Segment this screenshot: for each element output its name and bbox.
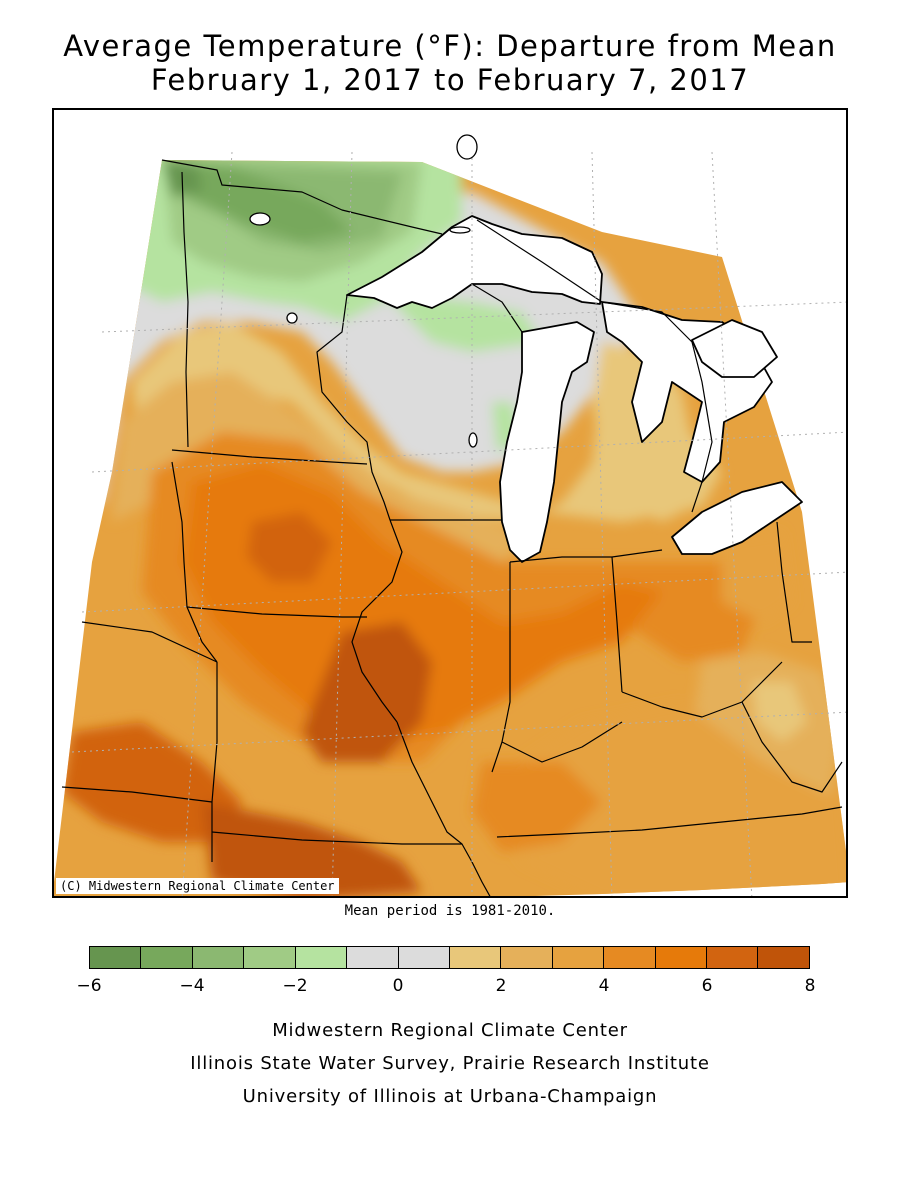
border-ne-ia bbox=[171, 461, 218, 663]
border-il-in bbox=[491, 562, 511, 773]
great-lakes bbox=[346, 215, 803, 563]
map-panel: (C) Midwestern Regional Climate Center bbox=[52, 108, 848, 898]
border-mo-ar bbox=[211, 831, 462, 845]
isle-royale bbox=[449, 226, 471, 234]
legend-color-bar bbox=[89, 946, 810, 969]
border-ia-il-river bbox=[351, 519, 403, 723]
border-mn-wi bbox=[316, 294, 391, 521]
legend-swatch bbox=[604, 947, 656, 968]
border-in-ky bbox=[501, 721, 623, 763]
map-title-line-1: Average Temperature (°F): Departure from… bbox=[63, 29, 837, 63]
legend-tick-label: 8 bbox=[804, 976, 816, 996]
graticule bbox=[71, 151, 846, 896]
legend-tick-label: 2 bbox=[495, 976, 507, 996]
legend-swatch bbox=[192, 947, 245, 968]
map-title-line-2: February 1, 2017 to February 7, 2017 bbox=[150, 63, 750, 97]
legend-swatch bbox=[347, 947, 399, 968]
credit-line-2: Illinois State Water Survey, Prairie Res… bbox=[190, 1053, 710, 1074]
legend-swatch bbox=[398, 947, 450, 968]
border-wi-mi bbox=[471, 283, 523, 333]
border-in-oh bbox=[611, 556, 623, 693]
lake-winnebago bbox=[468, 432, 478, 448]
border-mi-in-oh bbox=[509, 549, 663, 563]
mean-period-note: Mean period is 1981-2010. bbox=[344, 903, 556, 919]
legend-swatch bbox=[141, 947, 193, 968]
border-ne-ks bbox=[81, 621, 218, 663]
lake-of-the-woods bbox=[249, 212, 271, 226]
copyright-label: (C) Midwestern Regional Climate Center bbox=[56, 878, 339, 894]
border-ia-mo bbox=[186, 606, 367, 618]
legend-swatch bbox=[90, 947, 142, 968]
legend-swatch bbox=[501, 947, 553, 968]
legend-swatch bbox=[707, 947, 759, 968]
legend-tick-label: 0 bbox=[392, 976, 404, 996]
small-lakes bbox=[249, 134, 478, 448]
border-ky-tn bbox=[496, 806, 843, 838]
border-wv-ky bbox=[741, 701, 843, 793]
legend-swatch bbox=[552, 947, 605, 968]
border-mississippi-south bbox=[396, 721, 491, 896]
legend-swatch bbox=[295, 947, 348, 968]
legend-swatch bbox=[244, 947, 296, 968]
border-ohio-river bbox=[621, 661, 783, 718]
lake-ontario bbox=[691, 319, 778, 378]
legend-swatch bbox=[758, 947, 809, 968]
state-boundaries bbox=[61, 159, 843, 896]
legend-tick-label: −2 bbox=[282, 976, 308, 996]
credit-line-3: University of Illinois at Urbana-Champai… bbox=[242, 1086, 658, 1107]
border-ks-ok bbox=[61, 786, 213, 803]
legend-swatch bbox=[449, 947, 502, 968]
legend-tick-label: 4 bbox=[598, 976, 610, 996]
lake-nipigon bbox=[456, 134, 478, 160]
border-mi-ontario bbox=[476, 219, 713, 513]
lake-superior bbox=[346, 215, 603, 309]
mille-lacs-lake bbox=[286, 312, 298, 324]
legend-tick-label: −6 bbox=[76, 976, 102, 996]
legend-tick-label: −4 bbox=[179, 976, 205, 996]
legend-tick-label: 6 bbox=[701, 976, 713, 996]
border-mn-ia bbox=[171, 449, 368, 465]
color-legend bbox=[89, 946, 811, 970]
lake-michigan bbox=[499, 321, 595, 563]
lake-erie bbox=[671, 481, 803, 555]
border-mn-nd-sd bbox=[181, 171, 189, 448]
border-mn-canada bbox=[161, 159, 443, 235]
legend-tick-labels: −6 −4 −2 0 2 4 6 8 bbox=[76, 976, 815, 998]
temperature-departure-map bbox=[54, 134, 846, 896]
credit-line-1: Midwestern Regional Climate Center bbox=[272, 1020, 628, 1041]
legend-swatch bbox=[655, 947, 708, 968]
border-oh-pa bbox=[776, 521, 812, 643]
